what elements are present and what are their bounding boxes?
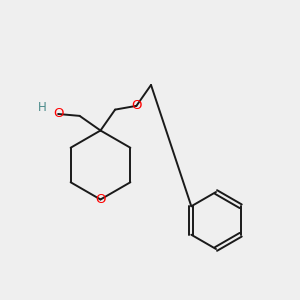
Text: O: O — [95, 193, 106, 206]
Text: O: O — [53, 107, 63, 121]
Text: H: H — [38, 101, 47, 114]
Text: O: O — [131, 99, 142, 112]
